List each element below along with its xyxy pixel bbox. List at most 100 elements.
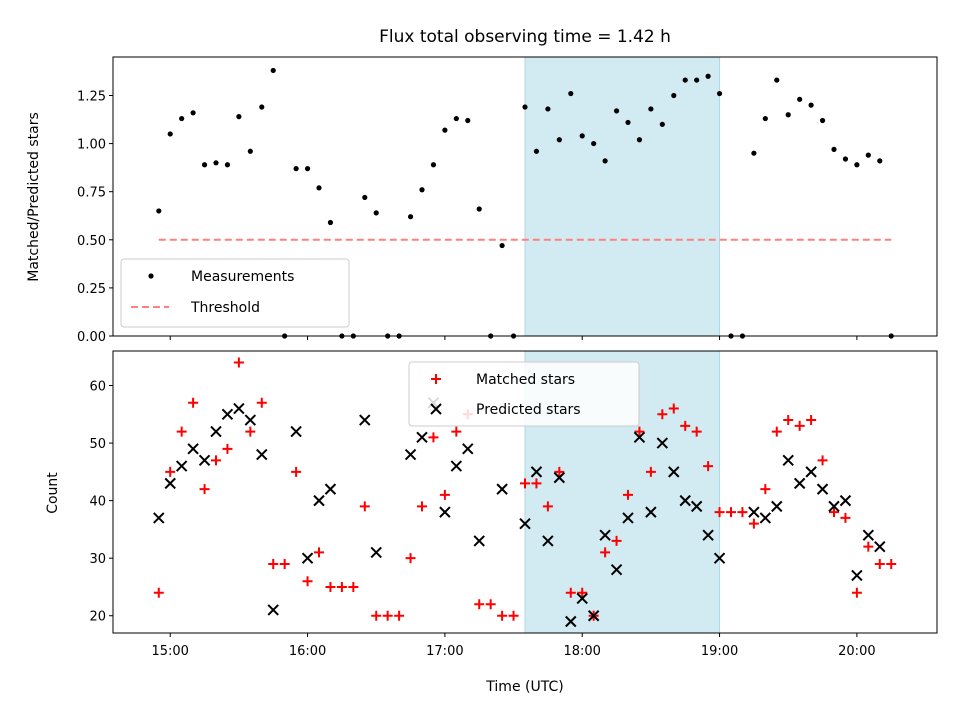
matched-stars-point <box>279 558 290 569</box>
axes-frame <box>112 350 938 634</box>
matched-stars-point <box>245 426 256 437</box>
predicted-stars-point <box>633 431 646 444</box>
matched-stars-point <box>336 581 347 592</box>
matched-stars-point <box>176 426 187 437</box>
measurements-point <box>465 117 471 124</box>
predicted-stars-point <box>359 414 371 426</box>
measurements-point <box>808 102 814 108</box>
legend-label: Measurements <box>191 269 294 285</box>
legend-label: Predicted stars <box>476 402 581 418</box>
legend-plus-icon <box>431 374 441 384</box>
matched-stars-point <box>565 587 576 598</box>
matched-stars-point <box>359 501 370 512</box>
predicted-stars-point <box>473 535 485 547</box>
predicted-stars-point <box>187 443 199 455</box>
predicted-stars-point <box>416 431 428 444</box>
matched-stars-point <box>314 547 324 558</box>
predicted-stars-point <box>198 454 211 467</box>
measurements-point <box>373 210 379 216</box>
matched-stars-point <box>199 484 210 495</box>
measurements-point <box>797 96 803 102</box>
legend-label: Threshold <box>190 300 260 316</box>
matched-stars-point <box>623 489 633 500</box>
matched-stars-point <box>726 507 736 518</box>
measurements-point <box>854 162 860 168</box>
matched-stars-point <box>657 409 668 420</box>
measurements-point <box>716 90 723 97</box>
measurements-point <box>819 117 826 124</box>
bottom-panel: 20 30 40 50 60 15:00 16:00 17:00 18:00 19:00 20:00… <box>89 350 938 659</box>
measurements-point <box>671 92 677 99</box>
measurements-point <box>831 146 837 152</box>
predicted-stars-point <box>828 500 840 513</box>
predicted-stars-point <box>519 517 531 530</box>
predicted-stars-point <box>759 512 772 524</box>
predicted-stars-point <box>221 408 234 421</box>
x-tick-label: 20:00 <box>838 644 875 659</box>
matched-stars-point <box>302 576 313 587</box>
matched-stars-point <box>863 541 874 552</box>
matched-stars-point <box>840 512 851 523</box>
x-tick-label: 18:00 <box>563 644 600 659</box>
predicted-stars-point <box>565 615 577 628</box>
y-tick-label: 60 <box>89 380 106 395</box>
matched-stars-point <box>611 535 622 546</box>
matched-stars-point <box>371 610 382 621</box>
measurements-point <box>865 152 871 158</box>
predicted-stars-point <box>462 443 474 455</box>
predicted-stars-point <box>576 592 588 605</box>
measurements-point <box>213 160 219 166</box>
predicted-stars-point <box>496 483 508 495</box>
predicted-stars-point <box>587 610 600 622</box>
legend-box <box>408 361 640 427</box>
observing-window-shade <box>524 56 721 337</box>
matched-stars-point <box>474 599 485 610</box>
matched-stars-point <box>542 501 553 512</box>
measurements-point <box>751 150 757 156</box>
matched-stars-point <box>382 610 393 621</box>
measurements-point <box>591 140 597 147</box>
predicted-stars-point <box>690 500 703 513</box>
matched-stars-point <box>405 553 416 564</box>
top-y-axis-label: Matched/Predicted stars <box>26 112 42 282</box>
matched-stars-point <box>268 558 279 569</box>
top-panel: 0.00 0.25 0.50 0.75 1.00 1.25 Measurements Thre… <box>77 56 938 345</box>
measurements-point <box>236 114 242 120</box>
matched-stars-point <box>577 587 588 598</box>
y-tick-label: 50 <box>89 437 106 452</box>
measurements-point <box>430 162 437 168</box>
y-tick-label: 0.75 <box>77 186 106 201</box>
matched-stars-point <box>520 478 530 489</box>
matched-stars-point <box>817 455 828 466</box>
measurements-point <box>602 158 608 164</box>
chart-title: Flux total observing time = 1.42 h <box>379 27 671 47</box>
predicted-stars-point <box>256 448 268 461</box>
matched-stars-point <box>256 397 267 408</box>
y-tick-label: 20 <box>89 610 106 625</box>
measurements-point <box>785 112 791 118</box>
y-tick-label: 0.00 <box>77 330 106 345</box>
matched-stars-point <box>806 415 817 426</box>
y-tick-label: 1.00 <box>77 138 106 153</box>
measurements-point <box>636 137 643 143</box>
predicted-stars-point <box>702 529 714 541</box>
matched-stars-point <box>829 507 839 518</box>
matched-stars-point <box>771 426 782 437</box>
legend-x-icon <box>430 403 442 415</box>
measurements-point <box>327 219 334 226</box>
matched-stars-point <box>760 484 771 495</box>
predicted-stars-point <box>748 506 760 518</box>
predicted-stars-point <box>233 402 245 415</box>
legend-dot-icon <box>148 273 154 279</box>
matched-stars-point <box>783 415 794 426</box>
measurements-point <box>762 115 768 122</box>
predicted-stars-point <box>175 460 188 472</box>
measurements-point <box>407 214 414 220</box>
matched-stars-point <box>291 466 302 477</box>
predicted-stars-point <box>267 604 279 616</box>
matched-stars-point <box>634 426 645 437</box>
matched-stars-point <box>325 581 336 592</box>
measurements-point <box>579 133 585 139</box>
measurements-point <box>877 158 883 164</box>
